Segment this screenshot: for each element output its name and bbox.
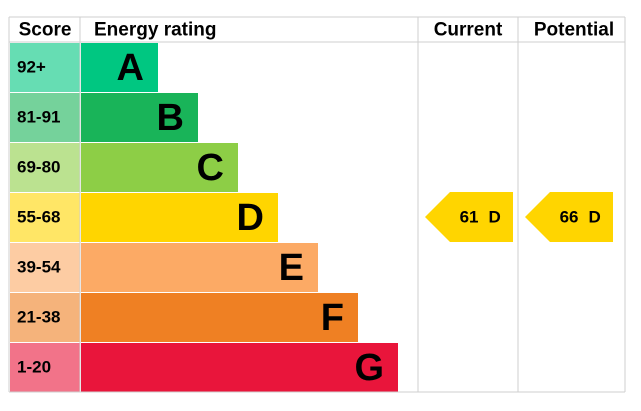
score-cell-bg [10, 93, 80, 142]
current-letter: D [489, 208, 501, 227]
rating-letter: B [157, 97, 184, 139]
score-cell-bg [10, 43, 80, 92]
potential-value: 66 [560, 208, 579, 227]
rating-bar [81, 143, 238, 192]
score-label: 1-20 [17, 358, 51, 377]
rating-bar [81, 243, 318, 292]
rating-letter: C [197, 147, 224, 189]
rating-letter: E [279, 247, 304, 289]
potential-arrow [525, 192, 613, 242]
score-label: 81-91 [17, 108, 60, 127]
current-value: 61 [460, 208, 479, 227]
current-arrow [425, 192, 513, 242]
rating-letter: D [237, 197, 264, 239]
header-potential: Potential [534, 20, 614, 41]
rating-bar [81, 293, 358, 342]
rating-letter: A [117, 47, 144, 89]
score-label: 21-38 [17, 308, 60, 327]
header-rating: Energy rating [94, 20, 216, 41]
score-label: 55-68 [17, 208, 60, 227]
potential-letter: D [589, 208, 601, 227]
header-current: Current [434, 20, 503, 41]
score-cell-bg [10, 293, 80, 342]
rating-bar [81, 43, 158, 92]
rating-bar [81, 93, 198, 142]
score-label: 69-80 [17, 158, 60, 177]
rating-letter: F [321, 297, 344, 339]
score-cell-bg [10, 243, 80, 292]
rating-bar [81, 343, 398, 392]
score-cell-bg [10, 143, 80, 192]
rating-bar [81, 193, 278, 242]
rating-letter: G [354, 347, 384, 389]
score-cell-bg [10, 193, 80, 242]
header-score: Score [19, 20, 72, 41]
score-label: 39-54 [17, 258, 61, 277]
score-label: 92+ [17, 58, 46, 77]
score-cell-bg [10, 343, 80, 392]
